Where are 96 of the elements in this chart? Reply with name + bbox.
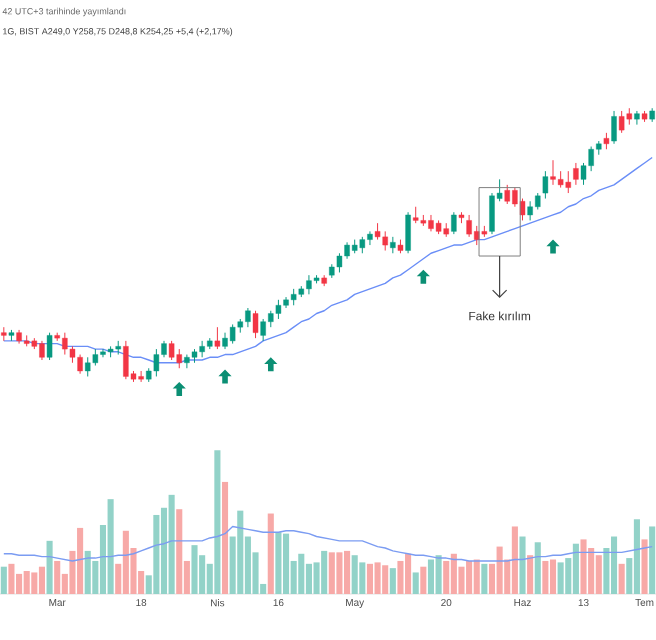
candlestick: [184, 354, 190, 369]
candlestick: [176, 348, 182, 369]
bar: [0, 566, 7, 594]
candlestick: [550, 159, 556, 186]
candlestick: [634, 110, 640, 126]
bar: [366, 563, 373, 594]
bar: [168, 494, 175, 594]
bar: [77, 527, 84, 594]
bar: [176, 509, 183, 594]
candlestick: [252, 310, 259, 339]
candlestick: [85, 356, 91, 377]
bar: [405, 553, 412, 594]
bar: [549, 559, 557, 594]
candlestick: [214, 326, 221, 350]
bar: [344, 550, 351, 594]
bar: [427, 559, 435, 594]
bar: [23, 571, 30, 594]
candlestick: [245, 307, 251, 328]
bar: [443, 560, 450, 594]
candlestick: [405, 211, 411, 254]
candlestick: [618, 110, 625, 134]
bar: [412, 572, 419, 594]
bar: [397, 560, 404, 594]
candlestick: [46, 332, 53, 361]
candlestick: [466, 214, 472, 238]
bar: [328, 552, 335, 594]
candlestick: [504, 184, 510, 205]
bar: [191, 545, 198, 594]
bar: [557, 562, 564, 594]
candlestick: [229, 323, 236, 345]
bar: [389, 568, 396, 594]
candlestick: [199, 340, 205, 358]
bar: [153, 514, 160, 594]
bar: [527, 555, 534, 594]
bar: [618, 563, 625, 594]
bar: [221, 481, 229, 594]
bar: [214, 450, 221, 594]
candlestick: [588, 146, 594, 172]
candlestick: [527, 200, 533, 221]
bar: [519, 536, 526, 594]
bar: [237, 510, 244, 594]
bar: [321, 550, 328, 594]
candlestick: [39, 340, 45, 361]
candlestick: [306, 274, 312, 295]
candlestick: [451, 211, 457, 235]
bar: [46, 540, 53, 594]
candlestick: [100, 348, 106, 358]
bar: [481, 563, 488, 594]
bar: [595, 555, 602, 594]
candlestick: [62, 332, 68, 356]
bar: [351, 555, 358, 594]
candlestick: [512, 187, 518, 208]
bar: [8, 563, 15, 594]
candlestick: [153, 348, 160, 377]
candlestick: [367, 230, 373, 246]
bar: [633, 519, 640, 594]
bar: [435, 555, 442, 594]
bar: [420, 566, 427, 594]
bar: [511, 526, 518, 594]
candlestick: [123, 340, 129, 380]
bar: [610, 536, 618, 594]
candlestick: [573, 162, 579, 186]
candlestick: [77, 354, 83, 375]
bar: [282, 533, 290, 594]
bar: [641, 539, 648, 594]
bar: [374, 562, 381, 594]
bar: [649, 526, 656, 594]
bar: [122, 530, 129, 594]
bar: [382, 565, 389, 594]
bar: [359, 562, 366, 594]
bar: [38, 566, 45, 594]
bar: [275, 532, 282, 594]
bar: [267, 513, 274, 594]
bar: [31, 572, 38, 594]
candlestick: [565, 170, 571, 194]
bar: [298, 553, 305, 594]
bar: [542, 560, 549, 594]
candlestick: [382, 230, 388, 252]
bar: [534, 542, 541, 594]
bar: [473, 559, 480, 594]
bar: [466, 560, 473, 594]
bar: [107, 499, 114, 594]
candlestick: [489, 192, 495, 235]
candlestick: [260, 318, 266, 342]
bar: [336, 552, 343, 594]
candlestick: [138, 370, 144, 383]
candlestick: [168, 340, 175, 361]
candlestick: [275, 299, 282, 320]
candlestick: [542, 170, 549, 200]
bar: [84, 550, 91, 594]
candlestick: [611, 110, 617, 145]
bar: [496, 546, 503, 594]
bar: [580, 539, 587, 594]
bar: [572, 543, 579, 594]
bar: [450, 553, 457, 594]
bar: [54, 560, 61, 594]
